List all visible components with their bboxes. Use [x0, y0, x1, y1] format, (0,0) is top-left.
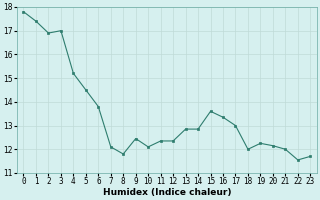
X-axis label: Humidex (Indice chaleur): Humidex (Indice chaleur): [103, 188, 231, 197]
